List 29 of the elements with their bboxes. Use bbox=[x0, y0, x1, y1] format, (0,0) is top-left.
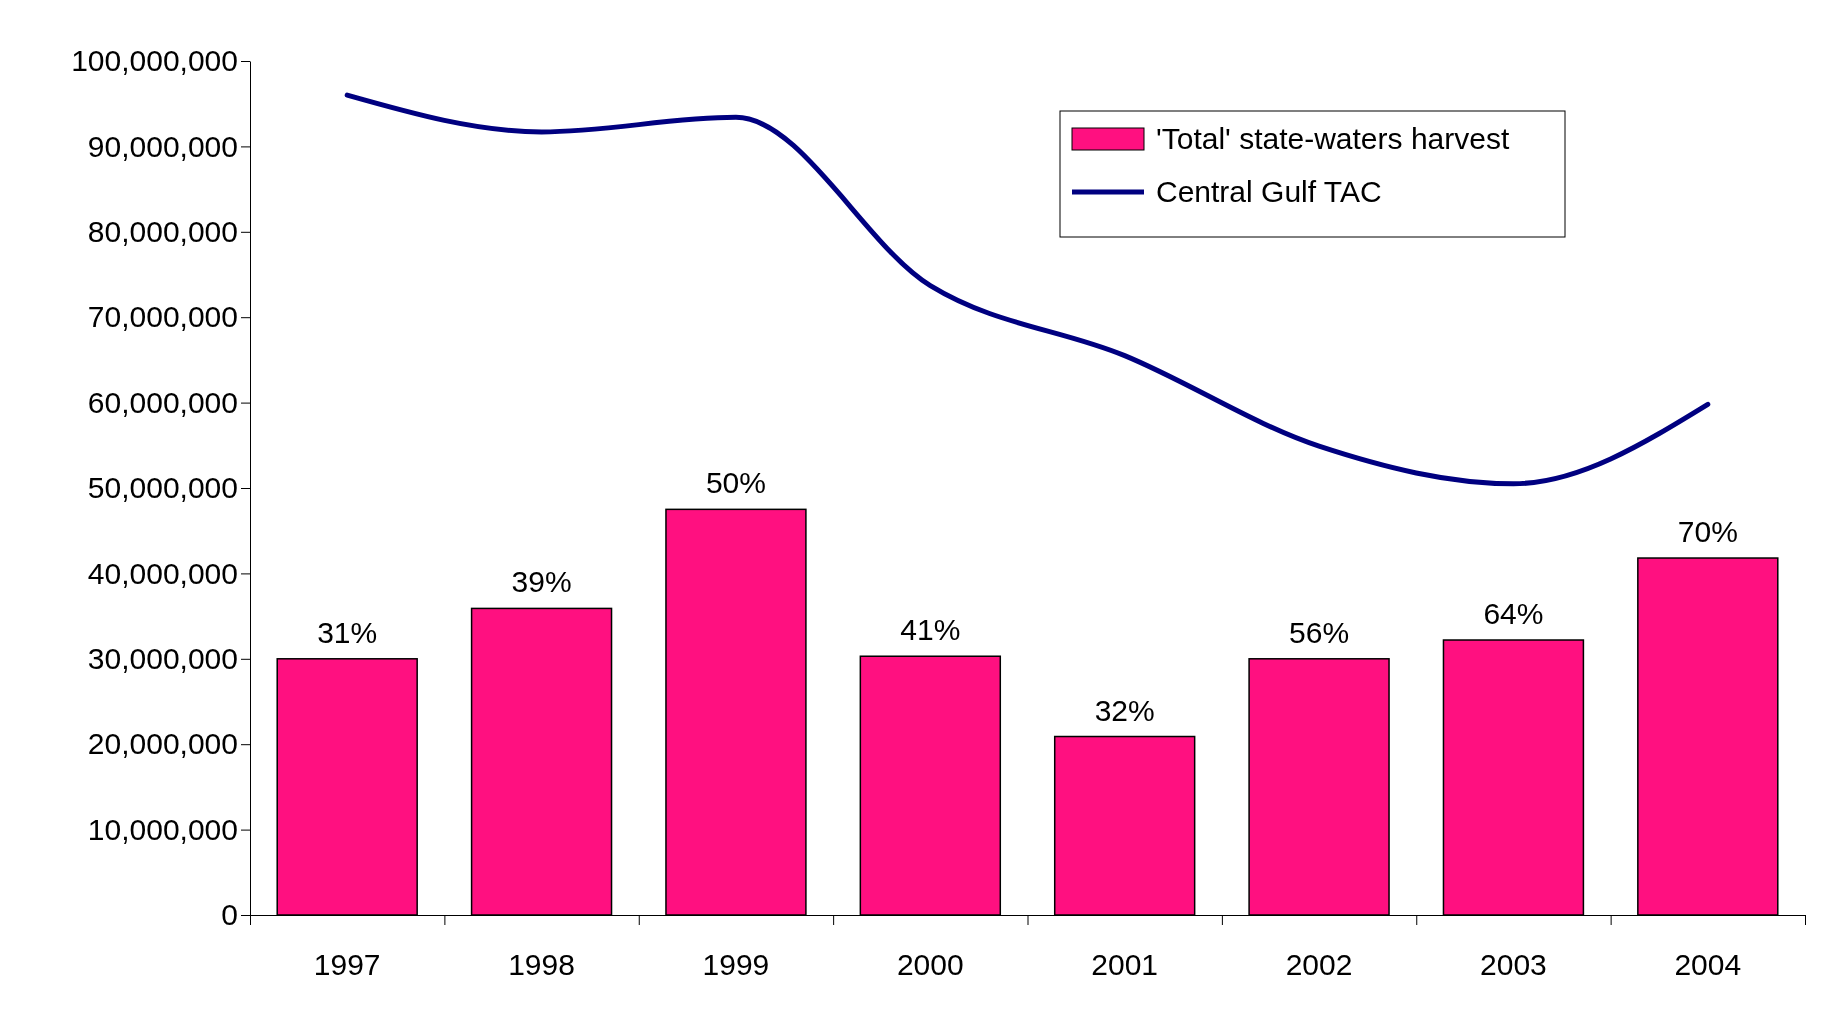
annotation: 41% bbox=[900, 613, 961, 647]
y-tick-label: 80,000,000 bbox=[87, 214, 238, 248]
y-tick-label: 0 bbox=[221, 898, 238, 932]
annotation: 32% bbox=[1094, 693, 1155, 727]
annotation: 39% bbox=[511, 565, 572, 599]
y-tick-label: 30,000,000 bbox=[87, 641, 238, 675]
y-tick-label: 60,000,000 bbox=[87, 385, 238, 419]
y-tick-label: 10,000,000 bbox=[87, 812, 238, 846]
legend-label: Central Gulf TAC bbox=[1156, 175, 1382, 208]
x-tick-label: 1999 bbox=[702, 948, 770, 981]
y-tick-label: 70,000,000 bbox=[87, 300, 238, 334]
y-tick-label: 50,000,000 bbox=[87, 471, 238, 505]
annotation: 70% bbox=[1677, 515, 1738, 549]
x-tick-label: 2001 bbox=[1091, 948, 1159, 981]
x-tick-label: 2002 bbox=[1285, 948, 1353, 981]
y-tick-label: 20,000,000 bbox=[87, 727, 238, 761]
y-tick-label: 90,000,000 bbox=[87, 129, 238, 163]
x-tick-label: 1997 bbox=[313, 948, 381, 981]
annotation: 31% bbox=[317, 615, 378, 649]
x-tick-label: 2000 bbox=[896, 948, 964, 981]
x-tick-label: 1998 bbox=[508, 948, 575, 981]
x-tick-label: 2003 bbox=[1480, 948, 1547, 981]
annotation: 56% bbox=[1289, 615, 1350, 649]
y-tick-label: 40,000,000 bbox=[87, 556, 238, 590]
y-tick-label: 100,000,000 bbox=[71, 44, 238, 78]
annotation: 50% bbox=[705, 466, 766, 500]
legend-label: 'Total' state-waters harvest bbox=[1156, 122, 1510, 155]
annotation: 64% bbox=[1483, 597, 1544, 631]
x-tick-label: 2004 bbox=[1674, 948, 1742, 981]
